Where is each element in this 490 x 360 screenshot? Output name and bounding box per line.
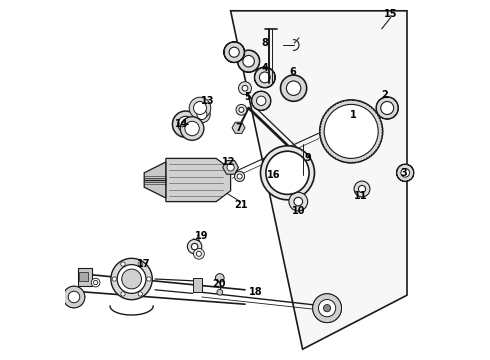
Circle shape: [194, 102, 206, 114]
Polygon shape: [166, 158, 231, 202]
Text: 14: 14: [175, 119, 189, 129]
Ellipse shape: [122, 269, 142, 289]
Polygon shape: [223, 41, 245, 63]
Polygon shape: [172, 111, 199, 138]
Ellipse shape: [117, 265, 146, 293]
Polygon shape: [254, 67, 275, 88]
Polygon shape: [193, 278, 202, 292]
Polygon shape: [280, 75, 307, 102]
Text: 4: 4: [262, 63, 268, 73]
Circle shape: [243, 55, 254, 67]
Circle shape: [94, 280, 98, 285]
Circle shape: [178, 116, 194, 132]
Polygon shape: [180, 116, 204, 141]
Circle shape: [323, 305, 331, 312]
Circle shape: [235, 171, 245, 181]
Polygon shape: [237, 50, 260, 73]
Circle shape: [216, 274, 224, 282]
Circle shape: [318, 300, 336, 317]
Circle shape: [187, 239, 202, 254]
Text: 9: 9: [304, 153, 311, 163]
Polygon shape: [232, 122, 245, 134]
Circle shape: [92, 279, 99, 286]
Text: 2: 2: [381, 90, 388, 100]
Text: 13: 13: [201, 96, 214, 106]
Circle shape: [197, 109, 207, 120]
Circle shape: [121, 262, 125, 266]
Circle shape: [189, 97, 211, 119]
Circle shape: [381, 102, 393, 114]
Circle shape: [324, 104, 378, 158]
Circle shape: [313, 294, 342, 323]
Circle shape: [239, 107, 244, 112]
Text: 17: 17: [137, 258, 150, 269]
Circle shape: [237, 174, 242, 179]
Circle shape: [358, 185, 366, 193]
Text: 8: 8: [261, 38, 268, 48]
Circle shape: [227, 164, 234, 171]
Text: 21: 21: [235, 200, 248, 210]
Polygon shape: [79, 272, 88, 281]
Circle shape: [194, 106, 210, 123]
Polygon shape: [144, 162, 166, 198]
Circle shape: [91, 278, 100, 287]
Circle shape: [229, 47, 239, 57]
Circle shape: [147, 277, 151, 281]
Text: 20: 20: [212, 279, 226, 289]
Text: 16: 16: [267, 170, 281, 180]
Circle shape: [138, 292, 143, 296]
Circle shape: [194, 248, 204, 259]
Polygon shape: [77, 268, 92, 286]
Circle shape: [261, 146, 315, 200]
Circle shape: [294, 197, 303, 206]
Circle shape: [313, 294, 342, 323]
Polygon shape: [251, 91, 271, 111]
Ellipse shape: [111, 258, 152, 300]
Circle shape: [185, 121, 199, 136]
Text: 11: 11: [354, 191, 368, 201]
Text: 15: 15: [384, 9, 397, 19]
Circle shape: [112, 277, 117, 281]
Circle shape: [344, 125, 358, 138]
Circle shape: [319, 100, 383, 163]
Circle shape: [257, 96, 266, 105]
Polygon shape: [222, 161, 239, 174]
Circle shape: [354, 181, 370, 197]
Text: 12: 12: [222, 157, 236, 167]
Circle shape: [121, 292, 125, 296]
Text: 5: 5: [244, 92, 250, 102]
Circle shape: [68, 291, 80, 303]
Circle shape: [259, 72, 270, 83]
Text: 6: 6: [290, 67, 296, 77]
Polygon shape: [396, 164, 414, 182]
Circle shape: [289, 192, 308, 211]
Circle shape: [236, 104, 247, 115]
Circle shape: [242, 85, 248, 91]
Circle shape: [196, 251, 201, 256]
Polygon shape: [231, 11, 407, 349]
Circle shape: [63, 286, 85, 308]
Polygon shape: [376, 96, 399, 120]
Text: 10: 10: [292, 206, 305, 216]
Text: 18: 18: [249, 287, 263, 297]
Text: 19: 19: [195, 231, 209, 241]
Circle shape: [401, 168, 410, 177]
Text: 7: 7: [236, 123, 242, 133]
Circle shape: [239, 82, 251, 95]
Circle shape: [266, 151, 309, 194]
Circle shape: [192, 243, 198, 250]
Circle shape: [138, 262, 143, 266]
Circle shape: [235, 171, 245, 181]
Polygon shape: [319, 100, 383, 163]
Text: 1: 1: [350, 110, 356, 120]
Circle shape: [217, 289, 222, 295]
Text: 3: 3: [400, 168, 407, 178]
Circle shape: [286, 81, 301, 95]
Circle shape: [63, 286, 85, 308]
